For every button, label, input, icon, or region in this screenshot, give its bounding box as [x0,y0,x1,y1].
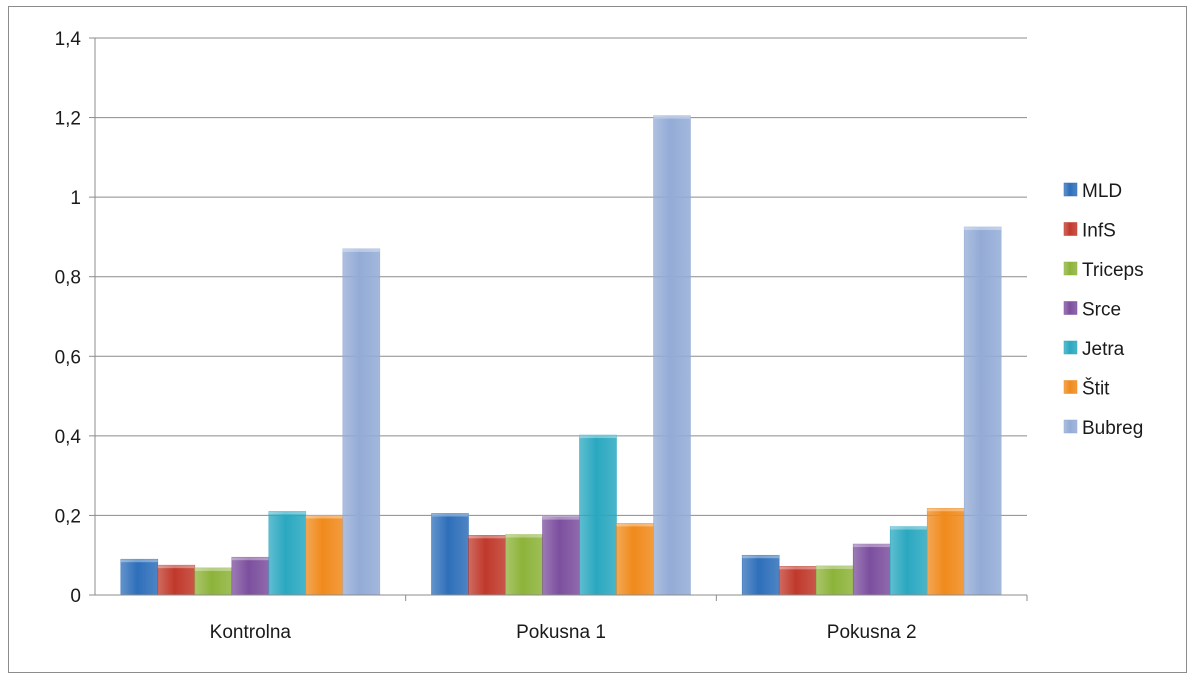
bar-jetra-1 [268,511,307,596]
bar-infs-3 [778,566,817,596]
bar-highlight [120,559,158,563]
legend-swatch-infs [1063,222,1078,236]
bar-štit-2 [616,523,654,596]
bar-triceps-3 [815,565,854,596]
legend-label-jetra: Jetra [1082,339,1125,360]
x-tick-label: Kontrolna [210,622,292,643]
legend-label-bubreg: Bubreg [1082,418,1143,439]
legend-swatch-jetra [1063,340,1078,355]
y-tick-label: 0,4 [55,427,82,448]
y-tick-labels: 0 0,2 0,4 0,6 0,8 1 1,2 1,4 [55,29,82,607]
bar-highlight [779,566,817,570]
legend-label-infs: InfS [1082,221,1116,242]
bar-jetra-3 [889,526,928,596]
bar-highlight [431,513,469,517]
x-tick-label: Pokusna 2 [827,622,917,643]
y-tick-label: 1,4 [55,29,82,50]
bar-highlight [468,535,506,539]
legend-swatch-mld [1063,182,1078,197]
x-tick-label: Pokusna 1 [516,622,606,643]
bar-bubreg-1 [342,248,381,596]
bar-infs-1 [157,564,196,596]
bar-highlight [342,248,380,252]
legend-swatch-triceps [1063,261,1078,276]
legend-label-triceps: Triceps [1082,260,1144,281]
bar-štit-1 [305,515,344,596]
bar-chart: 0 0,2 0,4 0,6 0,8 1 1,2 1,4 Kontrolna Pokusna 1 P… [55,29,1144,643]
bar-srce-3 [852,543,891,596]
legend-swatch-bubreg [1063,419,1078,434]
bar-highlight [542,516,580,520]
bar-highlight [927,508,965,512]
axes [89,37,1028,601]
bar-highlight [816,565,854,569]
y-tick-label: 0,6 [55,347,81,368]
y-tick-label: 0 [70,586,81,607]
legend-label-srce: Srce [1082,300,1121,321]
y-tick-label: 0,8 [55,268,81,289]
bar-štit-3 [926,508,965,596]
bar-highlight [890,526,928,530]
bar-highlight [157,565,195,569]
legend-swatch-štit [1063,380,1078,394]
bar-bubreg-2 [653,115,691,596]
bar-mld-3 [741,554,780,596]
bar-srce-2 [542,516,580,596]
bar-highlight [268,511,306,515]
legend-swatch-srce [1063,301,1078,315]
bar-triceps-2 [505,534,543,596]
bar-triceps-1 [194,567,233,596]
y-tick-label: 1 [70,188,81,209]
y-tick-label: 0,2 [55,506,81,527]
legend-label-štit: Štit [1082,378,1110,400]
legend-label-mld: MLD [1082,181,1122,202]
bar-srce-1 [231,556,270,596]
bar-highlight [505,534,543,538]
bar-highlight [742,555,780,559]
bar-highlight [853,544,891,548]
bar-jetra-2 [579,434,617,596]
bar-infs-2 [468,535,506,596]
bar-highlight [305,515,343,519]
bar-highlight [579,435,617,439]
bar-highlight [616,523,654,527]
bar-mld-2 [431,513,469,596]
bars [120,115,1002,596]
bar-highlight [194,567,232,571]
x-tick-labels: Kontrolna Pokusna 1 Pokusna 2 [210,622,917,643]
gridlines [95,37,1027,596]
bar-highlight [964,226,1002,230]
chart-frame: 0 0,2 0,4 0,6 0,8 1 1,2 1,4 Kontrolna Pokusna 1 P… [8,6,1187,673]
bar-highlight [231,557,269,561]
bar-highlight [653,115,691,119]
legend: MLD InfS Triceps Srce Jetra Štit Bubreg [1063,181,1144,439]
y-tick-label: 1,2 [55,109,81,130]
bar-bubreg-3 [963,226,1002,596]
bar-mld-1 [120,558,159,596]
